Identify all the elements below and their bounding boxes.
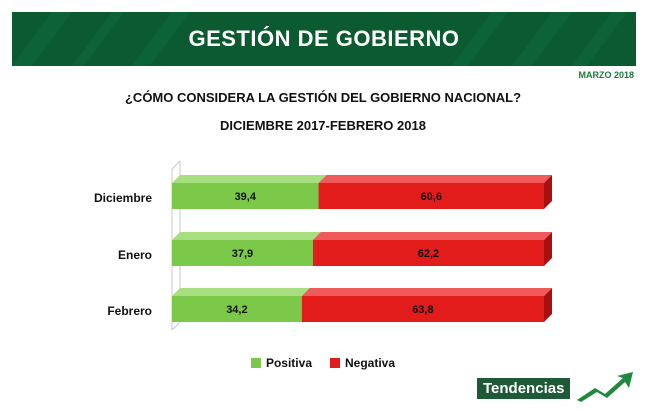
- chart-legend: Positiva Negativa: [0, 356, 646, 370]
- category-label: Febrero: [107, 304, 152, 318]
- data-label: 37,9: [232, 248, 253, 260]
- legend-label-negative: Negativa: [345, 356, 396, 370]
- brand-name: Tendencias: [477, 378, 571, 399]
- bar-positive: [172, 296, 302, 322]
- bar-side-negative: [544, 175, 552, 209]
- bar-top-negative: [312, 232, 552, 240]
- legend-swatch-positive: [250, 358, 261, 368]
- bar-side-negative: [544, 232, 552, 266]
- bar-negative: [301, 296, 544, 322]
- data-label: 60,6: [421, 191, 442, 203]
- bar-top-positive: [172, 288, 310, 296]
- header-banner: GESTIÓN DE GOBIERNO: [12, 12, 636, 66]
- chart-period: DICIEMBRE 2017-FEBRERO 2018: [220, 118, 426, 133]
- brand-arrow-icon: [577, 372, 633, 402]
- page-title: GESTIÓN DE GOBIERNO: [188, 26, 460, 51]
- data-label: 34,2: [226, 304, 247, 316]
- brand-logo: Tendencias: [477, 368, 637, 404]
- chart-axis-depth-bottom: [171, 321, 181, 331]
- category-label: Enero: [118, 248, 152, 262]
- bar-top-positive: [172, 232, 321, 240]
- chart-question: ¿CÓMO CONSIDERA LA GESTIÓN DEL GOBIERNO …: [124, 90, 522, 105]
- bar-top-negative: [318, 175, 552, 183]
- data-label: 63,8: [412, 304, 433, 316]
- legend-item-positive: Positiva: [250, 356, 312, 370]
- date-label: MARZO 2018: [578, 70, 634, 80]
- bar-top-positive: [172, 175, 327, 183]
- banner-stripes: [12, 12, 627, 66]
- legend-label-positive: Positiva: [265, 356, 312, 370]
- bar-side-negative: [544, 288, 552, 322]
- bar-negative: [312, 240, 544, 266]
- bar-positive: [172, 240, 313, 266]
- category-label: Diciembre: [94, 191, 152, 205]
- data-label: 62,2: [418, 248, 439, 260]
- bar-positive: [172, 183, 319, 209]
- data-label: 39,4: [235, 191, 257, 203]
- chart-axis-depth-top: [171, 160, 181, 170]
- bar-negative: [318, 183, 544, 209]
- legend-item-negative: Negativa: [330, 356, 395, 370]
- bar-top-negative: [301, 288, 552, 296]
- legend-swatch-negative: [330, 358, 340, 368]
